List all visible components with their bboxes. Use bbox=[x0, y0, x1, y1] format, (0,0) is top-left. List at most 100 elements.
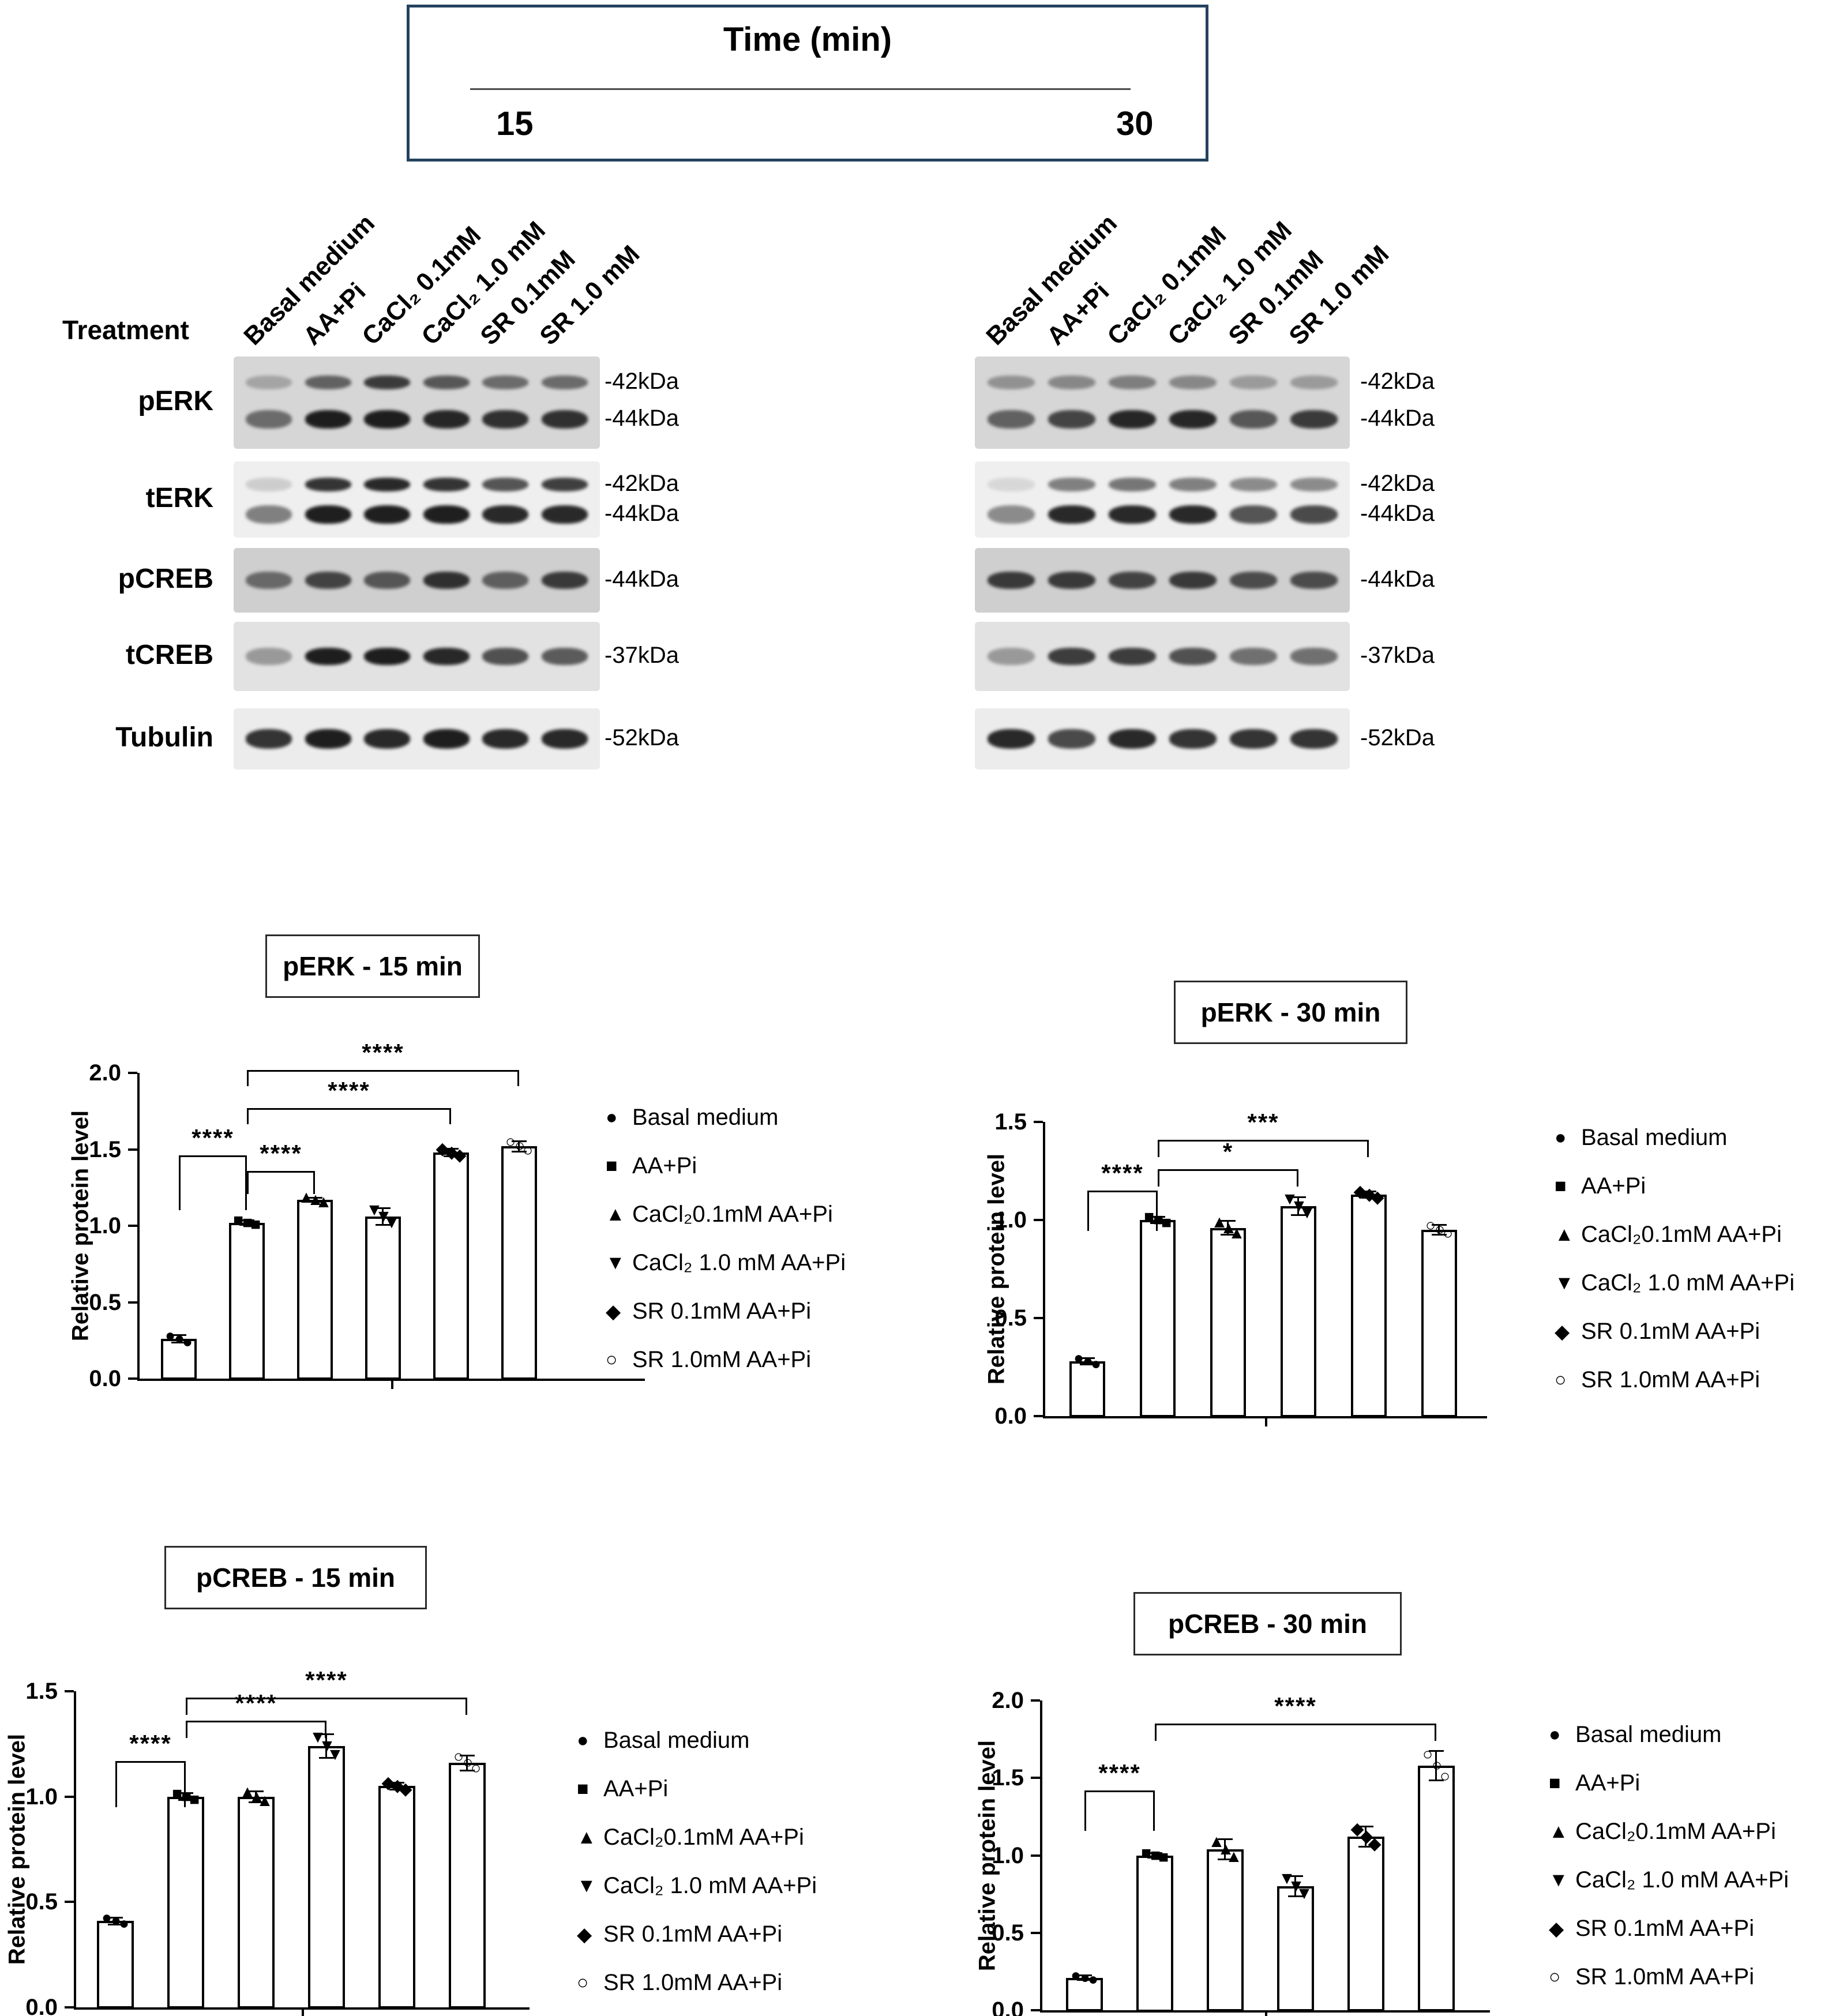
blot-band bbox=[423, 376, 470, 389]
blot-band bbox=[1169, 505, 1217, 524]
blot-band bbox=[246, 505, 292, 524]
sig-end bbox=[1155, 1724, 1157, 1741]
blot-band bbox=[305, 572, 351, 589]
bar bbox=[1351, 1195, 1387, 1417]
y-tick-label: 0.5 bbox=[992, 1920, 1024, 1946]
y-tick bbox=[65, 1901, 74, 1903]
data-point: ○ bbox=[514, 1136, 525, 1155]
error-cap bbox=[171, 1334, 186, 1336]
error-bar bbox=[518, 1140, 520, 1152]
legend-item: ◆ SR 0.1mM AA+Pi bbox=[577, 1921, 782, 1947]
sig-line bbox=[186, 1721, 326, 1722]
error-bar bbox=[466, 1755, 468, 1771]
legend-label: SR 0.1mM AA+Pi bbox=[1575, 1916, 1755, 1941]
blot-band bbox=[1230, 572, 1277, 589]
legend-item: ▼ CaCl₂ 1.0 mM AA+Pi bbox=[1549, 1867, 1789, 1893]
y-tick-label: 0.0 bbox=[992, 1998, 1024, 2016]
blot-band bbox=[1109, 505, 1156, 524]
data-point: ◆ bbox=[399, 1780, 412, 1799]
legend-marker-symbol: ▼ bbox=[577, 1875, 596, 1897]
blot-band bbox=[1169, 572, 1217, 589]
data-point: ○ bbox=[453, 1747, 464, 1766]
sig-end bbox=[1297, 1169, 1298, 1187]
blot-panel-Tubulin bbox=[975, 708, 1350, 769]
error-cap bbox=[389, 1789, 404, 1790]
data-point: ■ bbox=[171, 1784, 183, 1803]
legend-item: ○ SR 1.0mM AA+Pi bbox=[1549, 1964, 1754, 1990]
blot-band bbox=[1230, 729, 1277, 749]
blot-band bbox=[1048, 648, 1095, 665]
legend-label: SR 0.1mM AA+Pi bbox=[603, 1921, 783, 1947]
data-point: ▲ bbox=[315, 1192, 332, 1211]
legend-label: SR 0.1mM AA+Pi bbox=[1581, 1319, 1760, 1344]
blot-band bbox=[482, 648, 528, 665]
blot-band bbox=[1230, 410, 1277, 429]
error-bar bbox=[1297, 1196, 1299, 1216]
sig-end bbox=[247, 1070, 249, 1086]
data-point: ▼ bbox=[1290, 1196, 1308, 1215]
y-tick-label: 1.5 bbox=[89, 1137, 121, 1162]
sig-end bbox=[186, 1698, 187, 1715]
legend-label: Basal medium bbox=[1575, 1722, 1722, 1747]
molecular-weight-label: -42kDa bbox=[605, 471, 679, 496]
legend-label: CaCl₂0.1mM AA+Pi bbox=[603, 1824, 804, 1850]
legend-marker-symbol: ■ bbox=[606, 1155, 618, 1177]
sig-line bbox=[115, 1761, 186, 1763]
legend-marker-symbol: ◆ bbox=[606, 1300, 621, 1323]
blot-band bbox=[305, 505, 351, 524]
data-point: ○ bbox=[522, 1141, 534, 1160]
sig-line bbox=[1158, 1140, 1369, 1142]
error-bar bbox=[178, 1334, 179, 1343]
data-point: ■ bbox=[1153, 1210, 1164, 1229]
blot-band bbox=[1169, 478, 1217, 491]
data-point: ◆ bbox=[1350, 1819, 1364, 1838]
chart-pERK-30: pERK - 30 min 0.0 0.5 1.0 1.5 Relative protei… bbox=[952, 958, 1847, 1465]
data-point: ● bbox=[1082, 1351, 1094, 1371]
data-point: ○ bbox=[470, 1759, 482, 1778]
molecular-weight-label: -42kDa bbox=[1360, 471, 1435, 496]
legend-marker-symbol: ▲ bbox=[606, 1203, 625, 1225]
legend-label: CaCl₂ 1.0 mM AA+Pi bbox=[1575, 1867, 1789, 1893]
data-point: ○ bbox=[1439, 1767, 1451, 1786]
y-tick-label: 2.0 bbox=[992, 1688, 1024, 1713]
y-tick-label: 1.0 bbox=[992, 1843, 1024, 1868]
y-tick-label: 0.0 bbox=[89, 1366, 121, 1391]
legend-label: SR 0.1mM AA+Pi bbox=[632, 1298, 812, 1324]
blot-band bbox=[482, 505, 528, 524]
x-axis-line bbox=[137, 1379, 645, 1381]
data-point: ● bbox=[110, 1911, 122, 1930]
data-point: ◆ bbox=[436, 1139, 449, 1158]
sig-line bbox=[1158, 1169, 1298, 1171]
data-point: ▲ bbox=[1211, 1212, 1228, 1232]
blot-band bbox=[1048, 376, 1095, 389]
chart-title: pERK - 15 min bbox=[265, 934, 480, 998]
legend-item: ○ SR 1.0mM AA+Pi bbox=[606, 1347, 811, 1373]
sig-end bbox=[245, 1155, 247, 1210]
legend-item: ▼ CaCl₂ 1.0 mM AA+Pi bbox=[1555, 1270, 1795, 1296]
data-point: ▼ bbox=[309, 1728, 326, 1747]
blot-band bbox=[482, 376, 528, 389]
error-cap bbox=[1077, 1979, 1092, 1981]
blot-band bbox=[423, 648, 470, 665]
y-tick-label: 0.5 bbox=[994, 1305, 1027, 1331]
y-tick bbox=[1034, 1219, 1043, 1221]
legend-label: Basal medium bbox=[632, 1105, 779, 1130]
y-tick-label: 2.0 bbox=[89, 1060, 121, 1086]
error-bar bbox=[1224, 1838, 1226, 1860]
sig-end bbox=[1084, 1790, 1086, 1831]
legend-label: AA+Pi bbox=[1581, 1173, 1646, 1199]
molecular-weight-label: -44kDa bbox=[1360, 566, 1435, 592]
blot-band bbox=[305, 648, 351, 665]
legend-marker-open-circle: ○ bbox=[1555, 1369, 1567, 1391]
error-bar bbox=[255, 1790, 257, 1803]
data-point: ○ bbox=[1425, 1216, 1436, 1235]
data-point: ○ bbox=[1422, 1745, 1433, 1764]
legend-label: CaCl₂ 1.0 mM AA+Pi bbox=[1581, 1270, 1795, 1296]
error-cap bbox=[178, 1799, 193, 1801]
time-header-box: Time (min) 15 30 bbox=[407, 5, 1208, 162]
data-point: ▲ bbox=[1228, 1223, 1245, 1242]
y-tick bbox=[1034, 1415, 1043, 1417]
blot-band bbox=[542, 376, 588, 389]
blot-row-label: pCREB bbox=[118, 564, 213, 594]
